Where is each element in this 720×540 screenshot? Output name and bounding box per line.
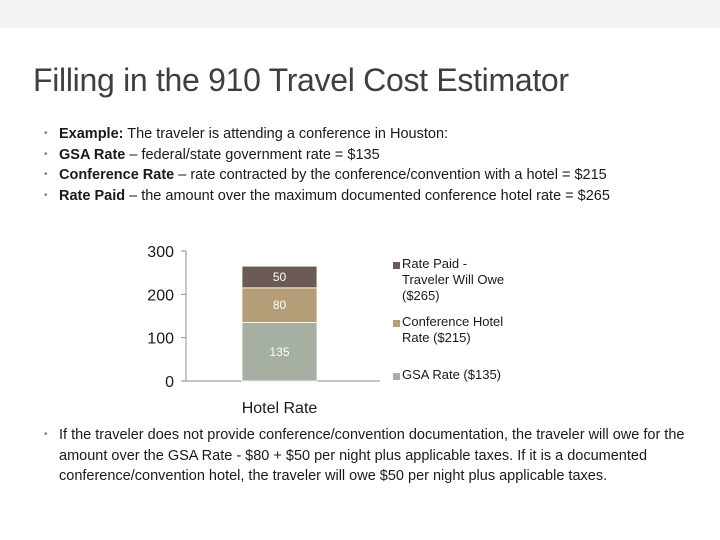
legend-swatch xyxy=(393,373,400,380)
legend-swatch xyxy=(393,320,400,327)
footer-note: If the traveler does not provide confere… xyxy=(44,425,714,487)
bullet-text: – the amount over the maximum documented… xyxy=(125,187,610,204)
bullet-rate-paid: Rate Paid – the amount over the maximum … xyxy=(44,186,704,207)
bullet-lead: Rate Paid xyxy=(59,187,126,204)
legend-swatch xyxy=(393,262,400,269)
bullet-text: – federal/state government rate = $135 xyxy=(125,146,380,163)
bullet-conference-rate: Conference Rate – rate contracted by the… xyxy=(44,165,704,186)
y-tick-label: 200 xyxy=(147,287,174,304)
y-tick-label: 300 xyxy=(147,244,174,261)
bullet-text: The traveler is attending a conference i… xyxy=(123,126,449,142)
bar-segment xyxy=(241,287,318,323)
x-tick-label: Hotel Rate xyxy=(242,400,318,417)
y-tick-label: 0 xyxy=(165,374,174,391)
legend-label: Rate Paid - xyxy=(402,256,467,271)
bullet-example: Example: The traveler is attending a con… xyxy=(44,124,704,145)
legend-label: Traveler Will Owe xyxy=(402,272,504,287)
bar-data-label: 50 xyxy=(273,270,287,284)
bar-data-label: 80 xyxy=(273,298,287,312)
y-tick-label: 100 xyxy=(147,331,174,348)
legend-label: Rate ($215) xyxy=(402,330,471,345)
bullet-lead: Conference Rate xyxy=(59,167,175,183)
bullet-list: Example: The traveler is attending a con… xyxy=(44,124,704,206)
bar-data-label: 135 xyxy=(269,345,289,359)
bullet-text: – rate contracted by the conference/conv… xyxy=(174,167,607,183)
legend-label: GSA Rate ($135) xyxy=(402,367,501,382)
stacked-bar-chart: 0 100 200 300 135 80 50 Hotel Rate Rate Paid -Tr… xyxy=(147,244,504,417)
legend-label: Conference Hotel xyxy=(402,314,503,329)
legend-label: ($265) xyxy=(402,288,440,303)
top-band xyxy=(0,0,720,28)
slide-title: Filling in the 910 Travel Cost Estimator xyxy=(33,62,569,98)
bullet-gsa-rate: GSA Rate – federal/state government rate… xyxy=(44,145,704,166)
bar-segment xyxy=(241,265,318,289)
bar-segment xyxy=(241,322,318,382)
bullet-lead: GSA Rate xyxy=(59,146,126,163)
bullet-lead: Example: xyxy=(59,126,124,142)
